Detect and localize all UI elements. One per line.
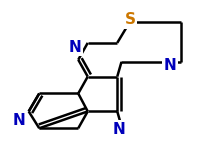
Text: N: N — [112, 122, 125, 137]
Text: N: N — [163, 58, 175, 73]
Text: N: N — [13, 113, 26, 128]
Text: S: S — [124, 12, 135, 27]
Text: N: N — [68, 40, 81, 55]
